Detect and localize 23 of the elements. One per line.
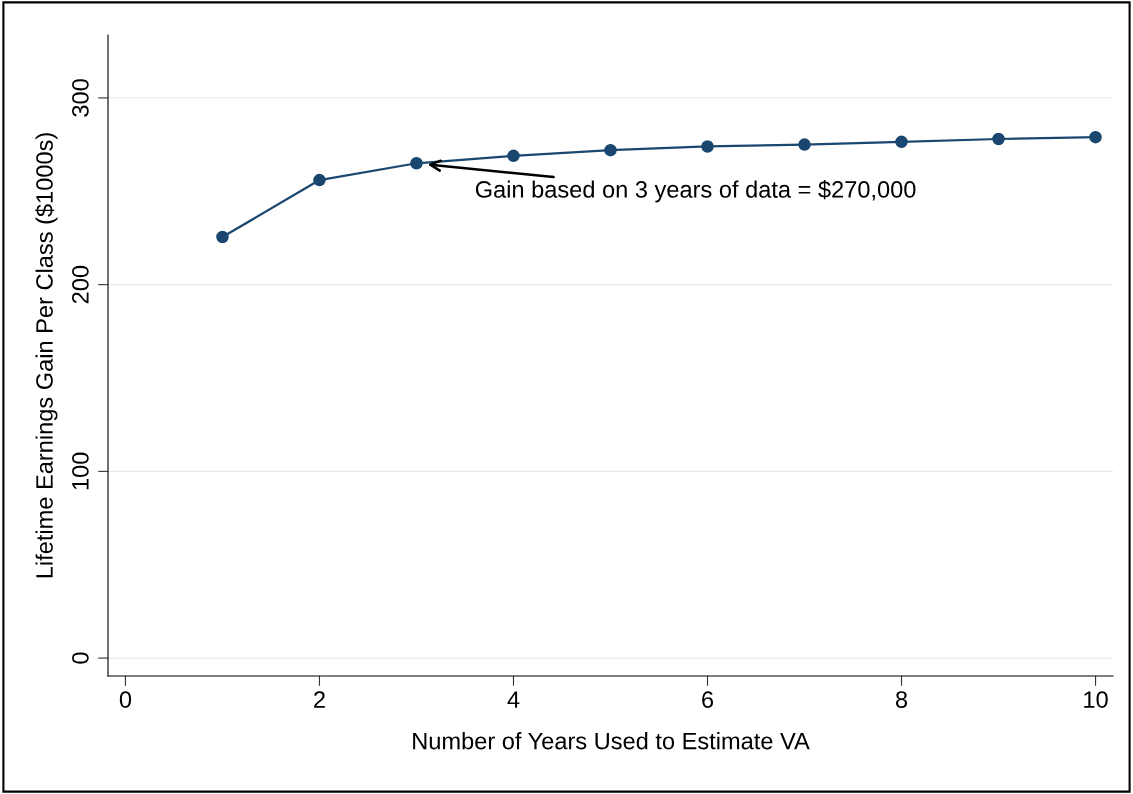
point — [895, 135, 908, 149]
x-tick-label: 2 — [314, 691, 325, 708]
point — [798, 138, 811, 151]
point — [1089, 130, 1102, 144]
x-axis-title: Number of Years Used to Estimate VA — [413, 732, 810, 750]
y-axis-title: Lifetime Earnings Gain Per Class ($1000s) — [35, 133, 58, 578]
x-tick-label: 6 — [702, 691, 714, 708]
y-tick-label: 300 — [72, 79, 89, 117]
x-tick-label: 10 — [1084, 691, 1108, 708]
point — [507, 149, 520, 163]
x-tick-label: 4 — [507, 691, 520, 708]
point — [216, 230, 229, 244]
y-tick-label: 200 — [72, 265, 89, 304]
point — [410, 157, 423, 170]
annotation: Gain based on 3 years of data = $270,000 — [475, 180, 916, 203]
x-tick-label: 8 — [895, 691, 908, 708]
point — [701, 140, 714, 153]
y-tick-label: 0 — [72, 652, 89, 664]
point — [313, 173, 326, 187]
point — [992, 132, 1005, 146]
x-tick-label: 0 — [119, 691, 132, 708]
y-tick-label: 100 — [72, 452, 89, 490]
point — [604, 143, 617, 157]
